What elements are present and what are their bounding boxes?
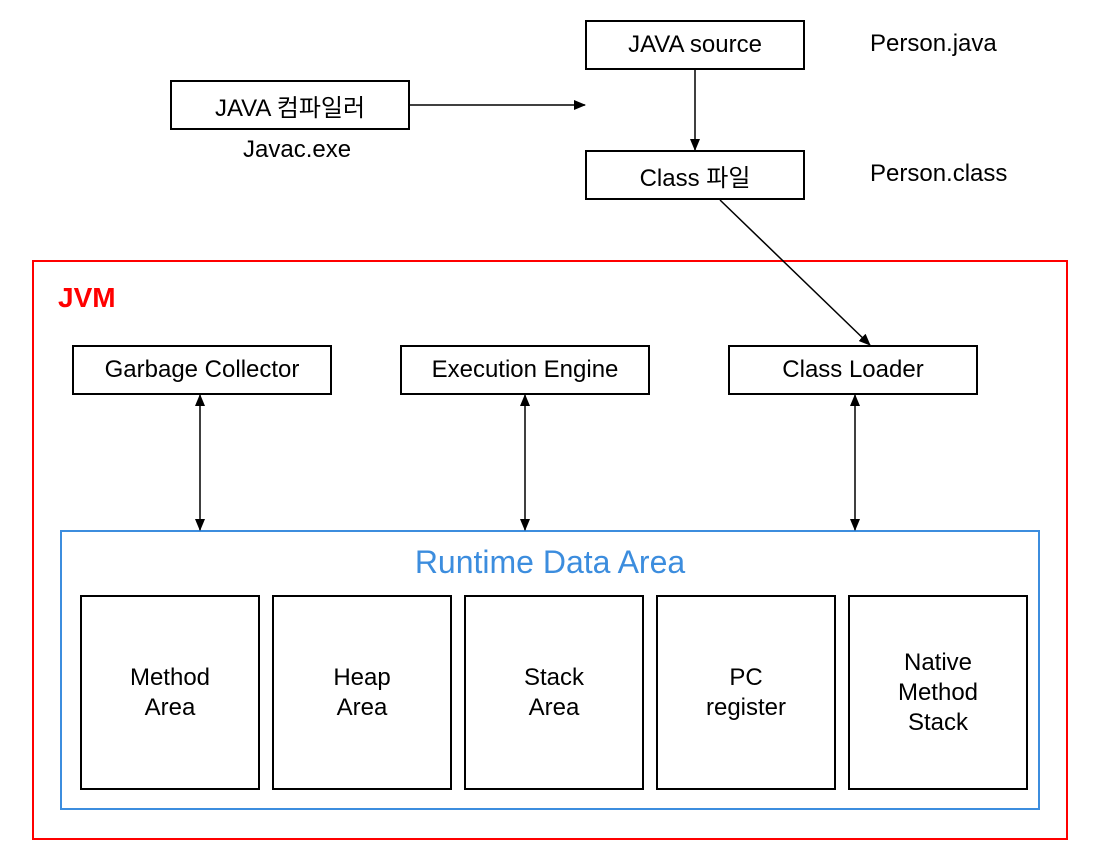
- stack-area-label: StackArea: [524, 663, 584, 723]
- class-file-label: Class 파일: [640, 158, 751, 193]
- native-method-stack-box: NativeMethodStack: [848, 595, 1028, 790]
- native-method-stack-label: NativeMethodStack: [898, 648, 978, 738]
- person-java-annotation: Person.java: [870, 30, 997, 58]
- execution-engine-box: Execution Engine: [400, 345, 650, 395]
- class-loader-box: Class Loader: [728, 345, 978, 395]
- person-class-annotation: Person.class: [870, 160, 1007, 188]
- heap-area-label: HeapArea: [333, 663, 390, 723]
- class-file-box: Class 파일: [585, 150, 805, 200]
- pc-register-label: PCregister: [706, 663, 786, 723]
- java-source-label: JAVA source: [628, 31, 762, 59]
- method-area-box: MethodArea: [80, 595, 260, 790]
- execution-engine-label: Execution Engine: [432, 356, 619, 384]
- java-compiler-box: JAVA 컴파일러: [170, 80, 410, 130]
- javac-exe-annotation: Javac.exe: [243, 136, 351, 164]
- garbage-collector-box: Garbage Collector: [72, 345, 332, 395]
- pc-register-box: PCregister: [656, 595, 836, 790]
- java-source-box: JAVA source: [585, 20, 805, 70]
- stack-area-box: StackArea: [464, 595, 644, 790]
- class-loader-label: Class Loader: [782, 356, 923, 384]
- method-area-label: MethodArea: [130, 663, 210, 723]
- garbage-collector-label: Garbage Collector: [105, 356, 300, 384]
- jvm-title: JVM: [58, 282, 116, 314]
- java-compiler-label: JAVA 컴파일러: [215, 88, 365, 123]
- diagram-canvas: JAVA source JAVA 컴파일러 Class 파일 Person.ja…: [0, 0, 1110, 860]
- heap-area-box: HeapArea: [272, 595, 452, 790]
- runtime-data-area-title: Runtime Data Area: [62, 544, 1038, 581]
